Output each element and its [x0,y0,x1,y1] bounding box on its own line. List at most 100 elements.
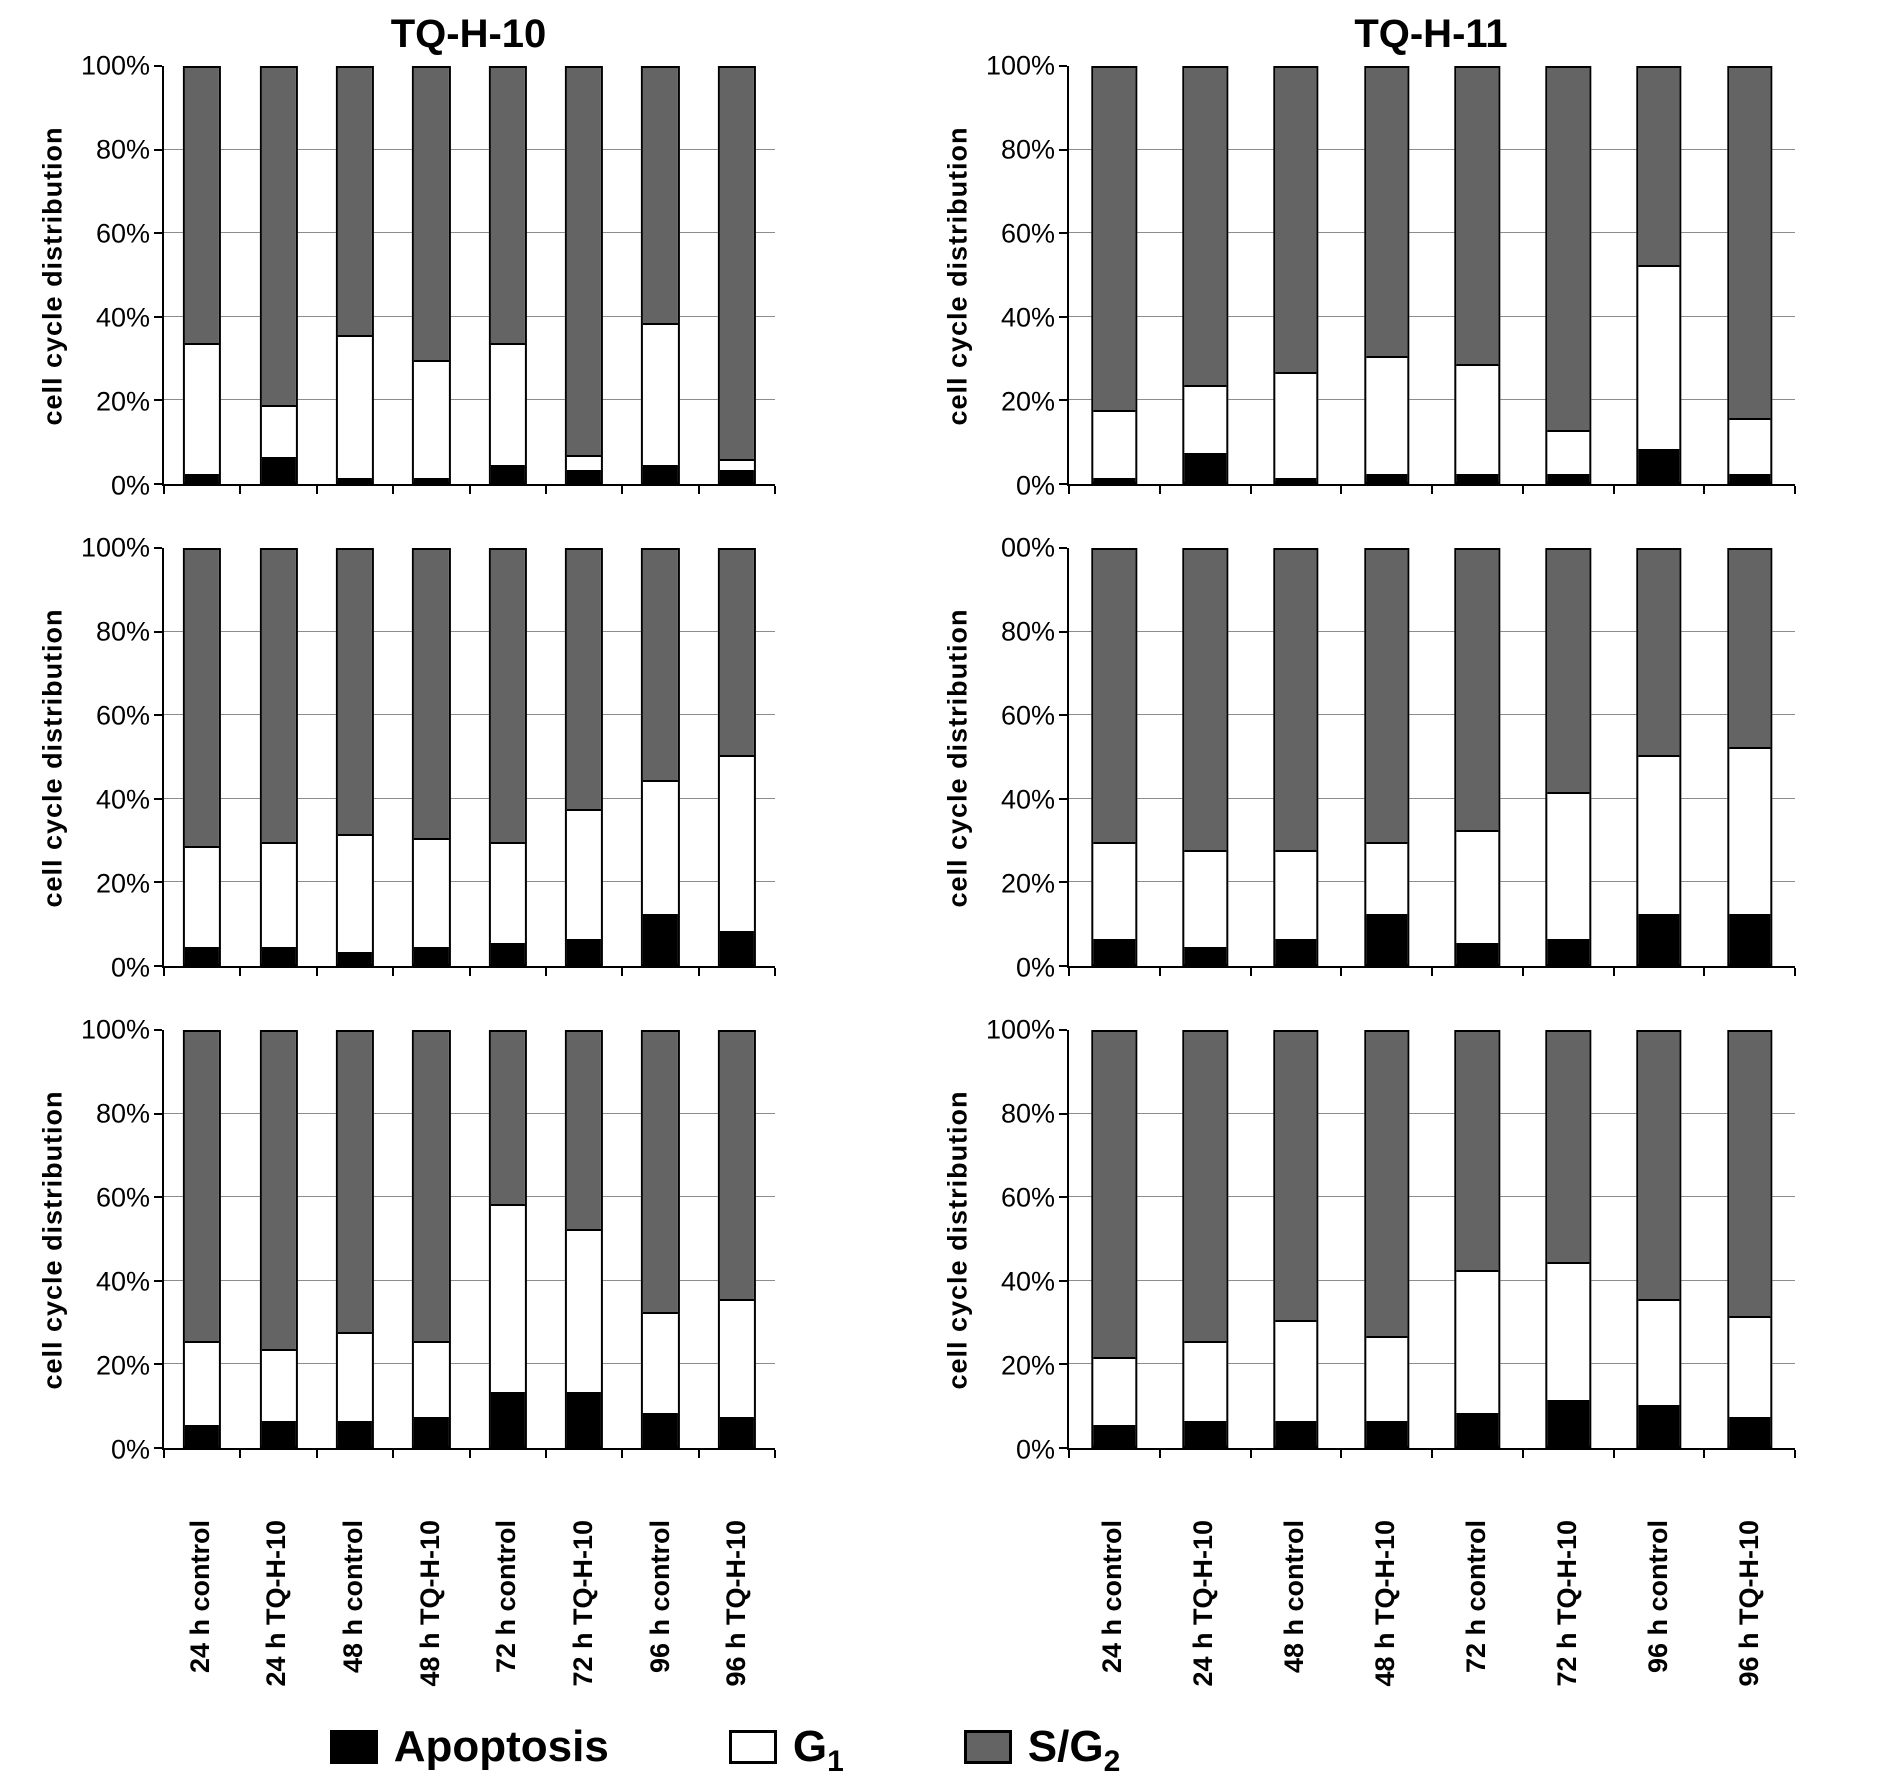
segment-s-g2 [185,550,220,849]
x-tick-mark [1249,968,1252,976]
chart-tq-h-10-row1: cell cycle distribution 100% 80% 60% 40% 20%… [30,51,776,501]
stacked-bar [641,66,680,484]
stacked-bar [1545,1030,1591,1448]
apoptosis-swatch-icon [329,1730,378,1764]
gridline [164,630,775,632]
figure: TQ-H-10 cell cycle distribution 100% 80% 6… [30,12,1796,1708]
y-axis-ticks: 100% 80% 60% 40% 20% 0% [981,1015,1067,1465]
x-axis-label: 72 h control [491,1520,522,1674]
bar-slot [164,66,240,484]
y-tick-mark [154,399,162,402]
y-axis-ticks: 100% 80% 60% 40% 20% 0% [981,51,1067,501]
gridline [164,1363,775,1365]
x-tick-mark [468,1450,471,1458]
segment-apoptosis [337,1421,373,1446]
y-tick-mark [1059,1279,1067,1282]
segment-apoptosis [1456,473,1499,482]
y-axis-title-wrap: cell cycle distribution [30,1030,76,1450]
bar-slot [699,548,775,966]
stacked-bar [1273,548,1319,966]
x-axis-label-slot: 24 h control [1067,1512,1158,1708]
legend-item-sg2: S/G2 [963,1722,1121,1778]
bars-layer [164,548,775,966]
x-tick-mark [697,486,700,494]
x-tick-mark [1431,1450,1433,1458]
x-tick-mark [1068,1450,1070,1458]
y-tick-label: 80% [95,616,150,647]
y-axis-title-wrap: cell cycle distribution [935,1030,981,1450]
segment-apoptosis [185,947,220,964]
segment-s-g2 [1275,68,1317,375]
stacked-bar [717,66,756,484]
stacked-bar [717,1030,756,1448]
segment-s-g2 [1093,550,1136,844]
bars-layer [164,1030,775,1448]
segment-s-g2 [261,550,296,844]
x-tick-mark [697,968,700,976]
x-tick-mark [1794,486,1796,494]
y-tick-mark [1059,1447,1067,1449]
segment-apoptosis [1456,1412,1499,1446]
bar-slot [1523,548,1614,966]
legend-label-sg2: S/G2 [1027,1722,1121,1778]
segment-s-g2 [414,1032,449,1343]
gridline [164,1196,775,1198]
y-tick-mark [154,1279,162,1282]
segment-s-g2 [1093,68,1136,412]
plot-area [154,1029,776,1458]
plot-area [1059,547,1796,976]
x-tick-mark [392,1450,395,1458]
y-axis-title-wrap: cell cycle distribution [30,66,76,486]
stacked-bar [183,66,222,484]
y-axis-title-wrap: cell cycle distribution [935,66,981,486]
x-tick-mark [544,486,547,494]
segment-apoptosis [185,1425,220,1446]
y-axis-ticks: 00% 80% 60% 40% 20% 0% [981,533,1067,983]
x-tick-mark [315,968,318,976]
x-tick-mark [774,968,776,976]
y-tick-mark [1059,315,1067,318]
chart-tq-h-11-row1: cell cycle distribution 100% 80% 60% 40% 20%… [935,51,1796,501]
gridline [164,232,775,234]
bar-slot [699,66,775,484]
segment-s-g2 [566,68,602,458]
y-tick-label: 20% [95,1350,150,1381]
segment-apoptosis [490,1392,525,1446]
segment-apoptosis [1184,1421,1226,1446]
plot-area [1059,1029,1796,1458]
x-axis-label-slot: 96 h TQ-H-10 [1704,1512,1795,1708]
segment-apoptosis [1547,939,1589,964]
segment-s-g2 [337,1032,373,1335]
x-axis-label-slot: 48 h TQ-H-10 [1340,1512,1431,1708]
segment-s-g2 [1275,550,1317,853]
segment-apoptosis [719,1417,754,1446]
y-tick-mark [1059,1363,1067,1366]
segment-apoptosis [1093,477,1136,482]
y-tick-label: 20% [95,868,150,899]
bar-slot [1341,548,1432,966]
y-tick-mark [1059,547,1067,549]
stacked-bar [1454,66,1501,484]
x-tick-mark [774,1450,776,1458]
segment-apoptosis [414,947,449,964]
segment-s-g2 [1184,68,1226,387]
segment-s-g2 [1456,1032,1499,1273]
x-axis-label-slot: 24 h TQ-H-10 [1158,1512,1249,1708]
bar-slot [1069,1030,1160,1448]
bar-slot [622,1030,698,1448]
segment-s-g2 [643,550,678,782]
x-axis-label-slot: 48 h TQ-H-10 [392,1512,469,1708]
x-tick-mark [1431,486,1433,494]
stacked-bar [1726,548,1773,966]
gridline [164,797,775,799]
stacked-bar [641,1030,680,1448]
x-tick-mark [1340,1450,1343,1458]
segment-apoptosis [337,477,373,482]
bar-slot [393,1030,469,1448]
bar-slot [1704,548,1795,966]
gridline [1069,1112,1795,1114]
y-tick-label: 0% [110,952,150,983]
bar-slot [470,1030,546,1448]
stacked-bar [488,548,527,966]
y-tick-label: 80% [95,1098,150,1129]
